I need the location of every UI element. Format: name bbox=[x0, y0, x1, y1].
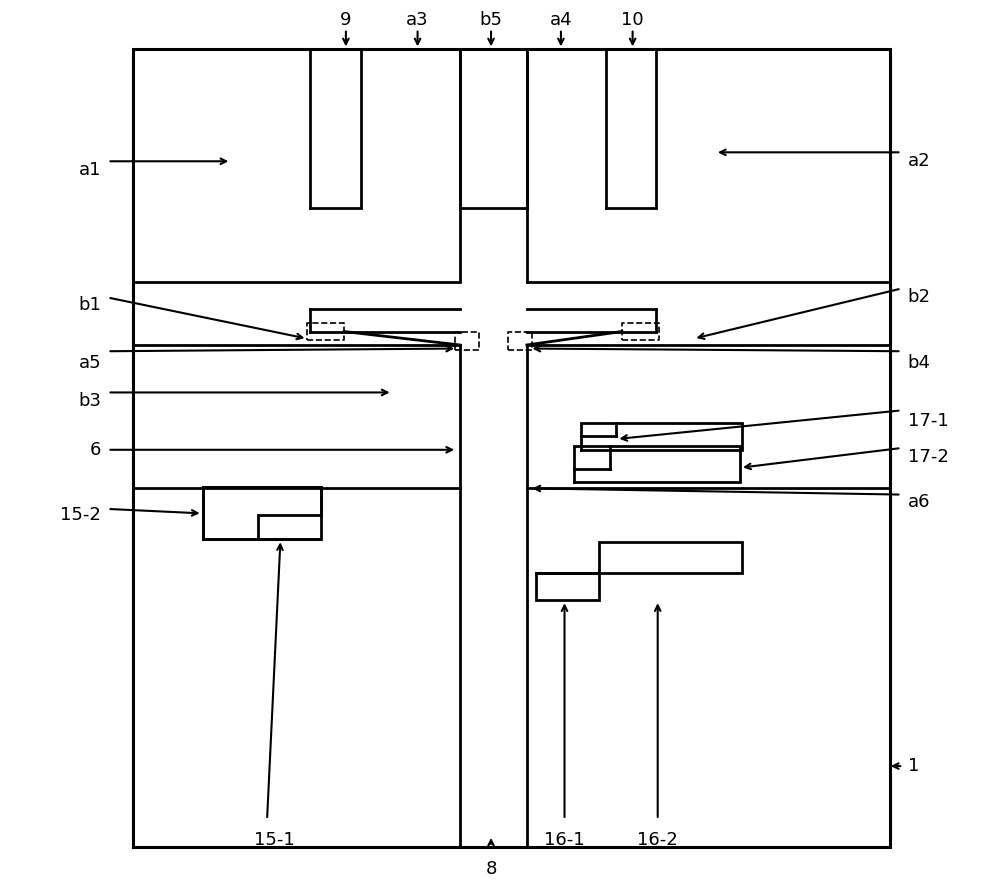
Text: b2: b2 bbox=[908, 289, 931, 306]
Text: 17-2: 17-2 bbox=[908, 448, 949, 466]
Text: 16-2: 16-2 bbox=[637, 831, 678, 849]
Text: a3: a3 bbox=[406, 11, 429, 29]
Text: 1: 1 bbox=[908, 757, 919, 775]
Text: b5: b5 bbox=[480, 11, 503, 29]
Text: 8: 8 bbox=[485, 860, 497, 878]
Text: b4: b4 bbox=[908, 354, 931, 372]
Text: 17-1: 17-1 bbox=[908, 412, 948, 430]
Text: 15-1: 15-1 bbox=[254, 831, 295, 849]
Text: a6: a6 bbox=[908, 493, 930, 511]
Text: a2: a2 bbox=[908, 152, 930, 170]
Text: 6: 6 bbox=[90, 441, 101, 459]
Text: a4: a4 bbox=[550, 11, 572, 29]
Text: b1: b1 bbox=[78, 296, 101, 314]
Text: 16-1: 16-1 bbox=[544, 831, 585, 849]
Text: 10: 10 bbox=[621, 11, 644, 29]
Text: a5: a5 bbox=[79, 354, 101, 372]
Text: 15-2: 15-2 bbox=[60, 506, 101, 524]
Text: b3: b3 bbox=[78, 392, 101, 409]
Text: a1: a1 bbox=[79, 161, 101, 179]
Text: 9: 9 bbox=[340, 11, 352, 29]
